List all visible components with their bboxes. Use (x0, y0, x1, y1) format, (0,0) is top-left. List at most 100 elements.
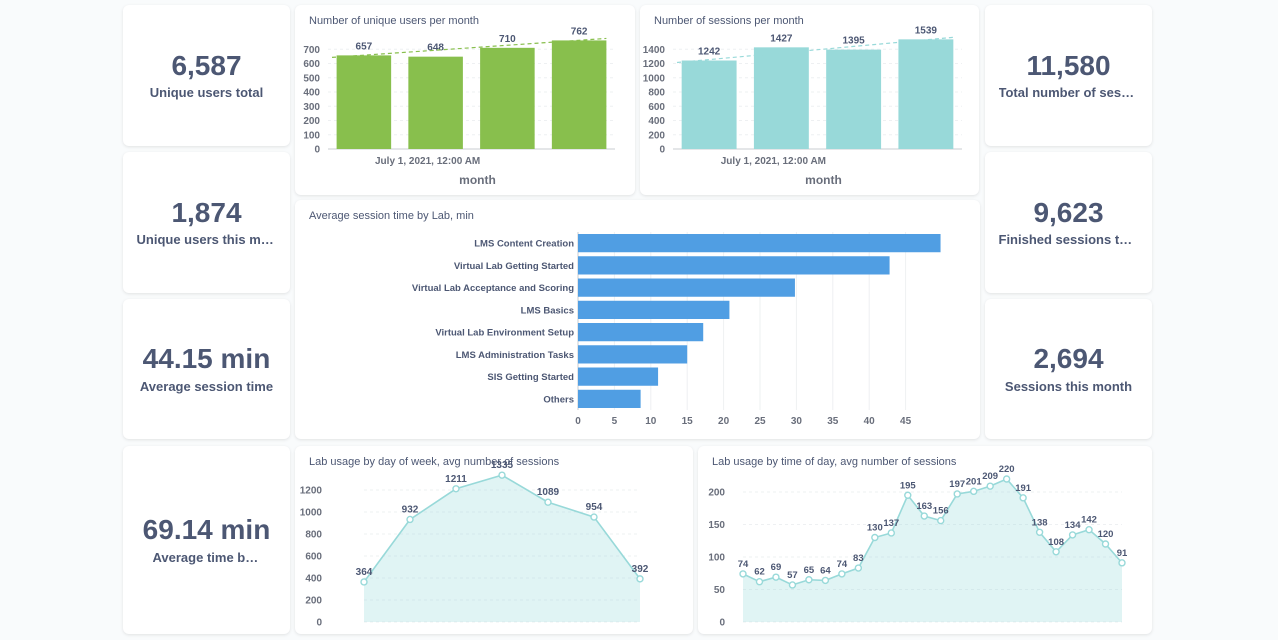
y-tick-label: 0 (316, 618, 322, 629)
x-tick-label: July 1, 2021, 12:00 AM (721, 156, 826, 167)
x-axis-label: month (459, 173, 496, 187)
bar (578, 300, 730, 319)
bar (480, 47, 535, 150)
kpi-card-average-time-between[interactable]: 69.14 min Average time between sessions (123, 446, 290, 634)
chart-card-usage-by-day-of-week[interactable]: Lab usage by day of week, avg number of … (295, 446, 693, 634)
data-label: 762 (571, 26, 588, 37)
y-tick-label: 200 (708, 488, 725, 499)
bar (408, 56, 463, 149)
data-label: 392 (632, 564, 649, 575)
data-point (1101, 540, 1110, 548)
chart-title: Number of unique users per month (309, 15, 479, 27)
y-tick-label: 0 (659, 145, 665, 156)
category-label: Virtual Lab Acceptance and Scoring (412, 283, 574, 294)
data-point (360, 578, 368, 586)
session-time-bar-chart: 0 5 10 15 20 25 30 35 40 45 LMS Content Creation Vi… (412, 232, 941, 427)
kpi-value: 69.14 min (142, 514, 271, 546)
bar (681, 60, 737, 149)
data-label: 932 (402, 504, 419, 515)
bar (578, 323, 704, 342)
data-label: 954 (586, 502, 603, 513)
trend-line (331, 37, 607, 58)
data-label: 156 (933, 506, 949, 517)
data-label: 83 (853, 553, 864, 564)
data-point (821, 576, 830, 585)
unique-users-bar-chart: 0 100 200 300 400 500 600 700 657 648 710 762 July 1… (303, 26, 615, 187)
data-label: 91 (1117, 548, 1128, 559)
data-point (406, 515, 414, 524)
x-axis-label: month (805, 173, 842, 187)
data-point (937, 516, 945, 525)
day-of-week-area-chart: 0 200 400 600 800 1000 1200 364 932 1211 1335 1089 9… (300, 460, 649, 629)
chart-card-sessions-per-month[interactable]: Number of sessions per month 0 200 400 600 8… (640, 5, 979, 195)
data-point (805, 576, 813, 584)
category-label: Virtual Lab Getting Started (454, 261, 574, 272)
data-point (788, 581, 797, 589)
data-point (1085, 525, 1093, 534)
data-point (1068, 531, 1077, 539)
y-tick-label: 1000 (643, 73, 666, 84)
kpi-label: Average time between sessions (152, 549, 261, 565)
sessions-bar-chart: 0 200 400 600 800 1000 1200 1400 1242 1427 1395 153… (643, 25, 962, 187)
y-tick-label: 400 (303, 88, 320, 99)
chart-title: Lab usage by day of week, avg number of … (309, 456, 560, 468)
kpi-card-unique-users-total[interactable]: 6,587 Unique users total (123, 5, 290, 146)
y-tick-label: 1200 (300, 486, 323, 497)
x-tick-label: 45 (900, 416, 912, 427)
data-label: 1335 (491, 460, 514, 471)
data-point (986, 482, 994, 490)
kpi-label: Unique users this month (136, 232, 277, 248)
kpi-label: Finished sessions total (998, 232, 1139, 248)
data-point (969, 487, 978, 496)
y-tick-label: 200 (303, 116, 320, 127)
data-label: 142 (1081, 515, 1097, 526)
data-point (755, 577, 764, 586)
data-label: 130 (867, 523, 883, 534)
chart-card-unique-users-per-month[interactable]: Number of unique users per month 0 100 200… (295, 5, 635, 195)
data-label: 1211 (445, 474, 467, 485)
bar (578, 367, 659, 386)
y-tick-label: 600 (303, 59, 320, 70)
data-label: 120 (1098, 529, 1114, 540)
data-label: 364 (356, 567, 373, 578)
y-tick-label: 800 (305, 530, 322, 541)
kpi-card-finished-sessions[interactable]: 9,623 Finished sessions total (985, 152, 1152, 293)
data-label: 201 (966, 476, 983, 487)
kpi-value: 2,694 (1033, 343, 1104, 375)
kpi-value: 9,623 (1033, 196, 1104, 228)
x-tick-label: 40 (864, 416, 876, 427)
data-label: 108 (1048, 537, 1064, 548)
data-point (854, 564, 863, 572)
y-tick-label: 200 (305, 596, 322, 607)
data-point (871, 533, 879, 542)
x-tick-label: 5 (612, 416, 618, 427)
bar (753, 47, 809, 149)
data-label: 191 (1015, 483, 1032, 494)
y-tick-label: 100 (708, 553, 725, 564)
kpi-card-unique-users-month[interactable]: 1,874 Unique users this month (123, 152, 290, 293)
data-label: 657 (356, 41, 373, 52)
y-tick-label: 300 (303, 102, 320, 113)
kpi-label: Total number of sessions (998, 85, 1139, 101)
data-point (1052, 548, 1060, 556)
y-tick-label: 600 (305, 552, 322, 563)
data-point (953, 490, 961, 498)
x-tick-label: 15 (682, 416, 694, 427)
kpi-card-average-session-time[interactable]: 44.15 min Average session time (123, 299, 290, 439)
data-label: 74 (738, 559, 749, 570)
chart-card-usage-by-time-of-day[interactable]: Lab usage by time of day, avg number of … (698, 446, 1152, 634)
kpi-card-total-sessions[interactable]: 11,580 Total number of sessions (985, 5, 1152, 146)
kpi-card-sessions-this-month[interactable]: 2,694 Sessions this month (985, 299, 1152, 439)
kpi-value: 6,587 (171, 49, 242, 81)
data-point (1118, 559, 1126, 567)
chart-card-session-time-by-lab[interactable]: Average session time by Lab, min 0 5 10 15 2… (295, 200, 980, 439)
y-tick-label: 0 (314, 145, 320, 156)
data-label: 62 (754, 567, 765, 578)
category-label: SIS Getting Started (487, 372, 574, 383)
data-label: 648 (427, 43, 444, 54)
y-tick-label: 50 (714, 585, 726, 596)
data-label: 64 (820, 565, 831, 576)
data-point (544, 498, 552, 506)
kpi-label: Sessions this month (1004, 378, 1133, 394)
data-point (1002, 475, 1011, 483)
